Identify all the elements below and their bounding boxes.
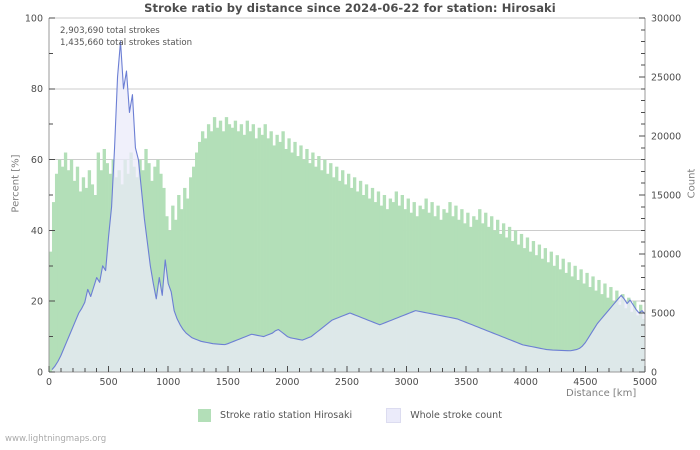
svg-text:4000: 4000	[514, 377, 538, 388]
svg-text:2500: 2500	[335, 377, 359, 388]
svg-text:20000: 20000	[651, 131, 681, 142]
annotation-total-strokes: 2,903,690 total strokes	[60, 26, 160, 36]
legend-item-count[interactable]: Whole stroke count	[386, 408, 502, 423]
y-axis-label-right: Count	[686, 168, 698, 199]
legend-label-ratio: Stroke ratio station Hirosaki	[220, 410, 353, 421]
svg-text:0: 0	[37, 367, 43, 378]
y-axis-label-left: Percent [%]	[10, 154, 22, 213]
svg-text:40: 40	[31, 226, 43, 237]
svg-text:25000: 25000	[651, 72, 681, 83]
svg-text:10000: 10000	[651, 249, 681, 260]
svg-text:1500: 1500	[216, 377, 240, 388]
svg-text:15000: 15000	[651, 190, 681, 201]
svg-text:20: 20	[31, 297, 43, 308]
annotation-total-strokes-station: 1,435,660 total strokes station	[60, 38, 193, 48]
svg-text:60: 60	[31, 155, 43, 166]
svg-text:4500: 4500	[573, 377, 597, 388]
svg-text:100: 100	[25, 13, 43, 24]
svg-text:500: 500	[100, 377, 118, 388]
svg-text:0: 0	[46, 377, 52, 388]
svg-text:1000: 1000	[156, 377, 180, 388]
svg-text:5000: 5000	[633, 377, 657, 388]
svg-text:80: 80	[31, 84, 43, 95]
legend-swatch-ratio	[198, 409, 212, 422]
chart-legend: Stroke ratio station Hirosaki Whole stro…	[0, 408, 700, 423]
svg-text:5000: 5000	[651, 308, 675, 319]
footer-url: www.lightningmaps.org	[5, 434, 107, 444]
svg-text:30000: 30000	[651, 13, 681, 24]
svg-text:2000: 2000	[275, 377, 299, 388]
svg-text:3000: 3000	[395, 377, 419, 388]
legend-swatch-count	[386, 408, 402, 423]
svg-text:3500: 3500	[454, 377, 478, 388]
legend-label-count: Whole stroke count	[410, 410, 502, 421]
x-axis-label: Distance [km]	[566, 388, 637, 399]
svg-text:0: 0	[651, 367, 657, 378]
chart-title: Stroke ratio by distance since 2024-06-2…	[144, 1, 556, 15]
legend-item-ratio[interactable]: Stroke ratio station Hirosaki	[198, 409, 352, 422]
chart-plot-area: 0204060801000500010000150002000025000300…	[25, 13, 681, 388]
